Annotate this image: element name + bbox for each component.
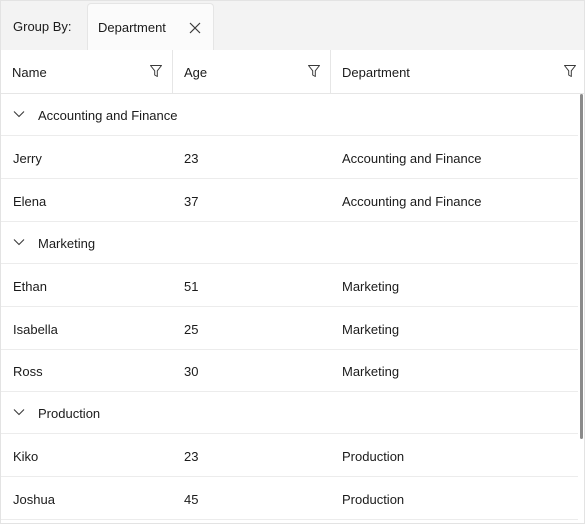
column-header-department[interactable]: Department [331,50,584,93]
cell-age: 23 [184,151,199,166]
vertical-scrollbar[interactable] [580,94,583,439]
group-chip-department[interactable]: Department [87,3,214,50]
table-row[interactable]: Isabella 25 Marketing [1,307,578,350]
cell-department: Marketing [342,322,400,337]
column-header-label: Age [184,65,208,80]
cell-name: Joshua [13,492,55,507]
column-header-row: Name Age Department [1,50,584,94]
group-row-accounting-and-finance[interactable]: Accounting and Finance [1,93,578,136]
table-row[interactable]: Jerry 23 Accounting and Finance [1,136,578,179]
chevron-down-icon[interactable] [13,407,25,417]
cell-department: Accounting and Finance [342,194,482,209]
cell-department: Marketing [342,279,400,294]
cell-department: Production [342,492,405,507]
cell-age: 45 [184,492,199,507]
group-row-marketing[interactable]: Marketing [1,221,578,264]
cell-department: Production [342,449,405,464]
column-header-name[interactable]: Name [1,50,173,93]
table-row[interactable]: Ross 30 Marketing [1,349,578,392]
group-label: Accounting and Finance [38,108,178,123]
table-row[interactable]: Ethan 51 Marketing [1,264,578,307]
cell-name: Jerry [13,151,42,166]
cell-name: Elena [13,194,47,209]
cell-age: 23 [184,449,199,464]
cell-age: 25 [184,322,199,337]
chevron-down-icon[interactable] [13,237,25,247]
column-header-label: Name [12,65,47,80]
cell-name: Kiko [13,449,39,464]
cell-name: Ross [13,364,43,379]
table-row[interactable]: Elena 37 Accounting and Finance [1,179,578,222]
table-row[interactable]: Kiko 23 Production [1,434,578,477]
filter-icon[interactable] [149,64,163,78]
filter-icon[interactable] [563,64,577,78]
column-header-age[interactable]: Age [173,50,331,93]
cell-age: 30 [184,364,199,379]
group-row-production[interactable]: Production [1,391,578,434]
group-chip-label: Department [98,20,166,35]
group-label: Marketing [38,236,96,251]
chevron-down-icon[interactable] [13,109,25,119]
group-by-bar: Group By: Department [1,1,584,51]
cell-name: Ethan [13,279,47,294]
cell-age: 51 [184,279,199,294]
cell-department: Marketing [342,364,400,379]
cell-age: 37 [184,194,199,209]
group-by-label: Group By: [13,19,72,34]
column-header-label: Department [342,65,410,80]
close-icon[interactable] [188,21,202,35]
cell-department: Accounting and Finance [342,151,482,166]
table-row[interactable]: Joshua 45 Production [1,477,578,520]
filter-icon[interactable] [307,64,321,78]
cell-name: Isabella [13,322,58,337]
group-label: Production [38,406,101,421]
